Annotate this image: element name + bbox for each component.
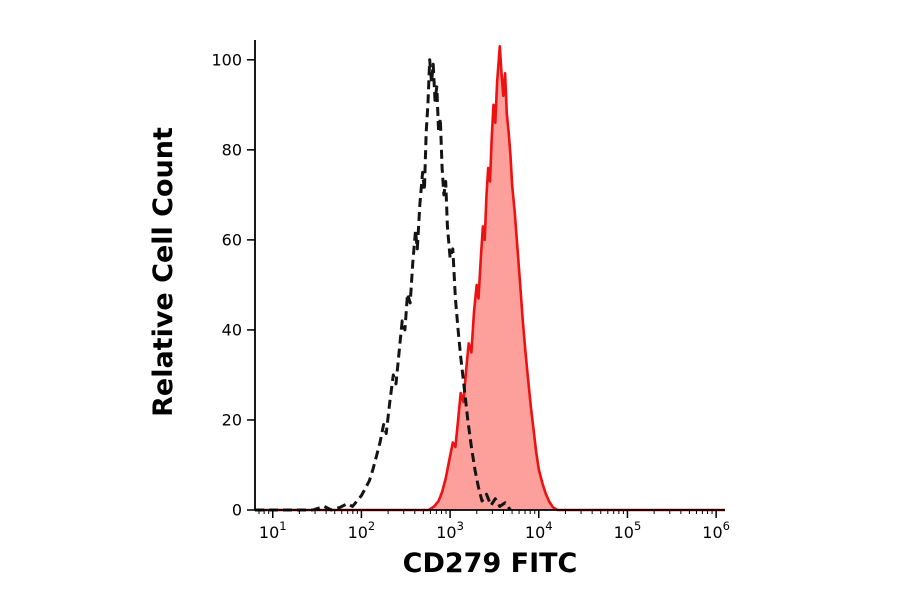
x-axis-title: CD279 FITC <box>403 548 578 579</box>
cd279-fitc-stained-curve <box>255 45 725 512</box>
x-tick-label: 106 <box>702 519 730 542</box>
y-tick-label: 60 <box>222 230 242 249</box>
x-tick-label: 101 <box>259 519 287 542</box>
unstained-control-curve <box>255 58 512 512</box>
series-group <box>255 45 725 512</box>
x-tick-label: 103 <box>436 519 464 542</box>
x-tick-label: 105 <box>614 519 642 542</box>
x-tick-label: 102 <box>348 519 376 542</box>
y-tick-label: 100 <box>211 50 242 69</box>
y-tick-label: 0 <box>232 501 242 520</box>
y-tick-label: 80 <box>222 140 242 159</box>
y-tick-label: 20 <box>222 410 242 429</box>
y-tick-label: 40 <box>222 320 242 339</box>
y-axis-title: Relative Cell Count <box>148 127 179 417</box>
x-tick-label: 104 <box>525 519 553 542</box>
